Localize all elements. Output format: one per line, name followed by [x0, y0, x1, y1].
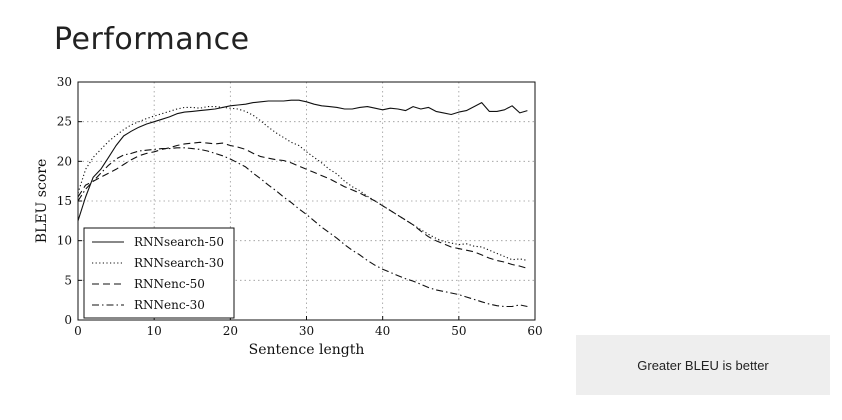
series-line-rnnsearch-30 [77, 106, 528, 262]
legend-label: RNNenc-50 [134, 277, 205, 291]
x-tick-label: 10 [147, 324, 162, 338]
x-tick-label: 50 [451, 324, 466, 338]
legend-label: RNNenc-30 [134, 298, 205, 312]
series-line-rnnenc-30 [77, 147, 528, 308]
series-line-rnnsearch-50 [77, 99, 528, 221]
x-tick-label: 40 [375, 324, 390, 338]
y-tick-label: 30 [57, 75, 72, 89]
y-tick-label: 0 [64, 313, 72, 327]
slide-title: Performance [54, 22, 250, 57]
y-axis-label: BLEU score [34, 159, 50, 244]
y-tick-label: 15 [57, 194, 72, 208]
note-box: Greater BLEU is better [576, 335, 830, 395]
series-lines [77, 99, 528, 308]
x-axis-label: Sentence length [249, 342, 365, 358]
note-text: Greater BLEU is better [637, 357, 769, 373]
x-tick-label: 20 [223, 324, 238, 338]
y-tick-label: 10 [57, 234, 72, 248]
y-tick-label: 20 [57, 154, 72, 168]
legend-label: RNNsearch-50 [134, 235, 224, 249]
x-tick-label: 60 [527, 324, 542, 338]
axis-ticks: 0 10 20 30 40 50 60 0 5 10 15 20 25 30 [57, 75, 543, 338]
series-line-rnnenc-50 [77, 141, 528, 269]
x-tick-label: 30 [299, 324, 314, 338]
legend: RNNsearch-50 RNNsearch-30 RNNenc-50 RNNenc-… [83, 227, 235, 319]
y-tick-label: 25 [57, 115, 72, 129]
x-tick-label: 0 [74, 324, 82, 338]
legend-label: RNNsearch-30 [134, 256, 224, 270]
legend-box [83, 227, 235, 319]
y-tick-label: 5 [64, 273, 72, 287]
